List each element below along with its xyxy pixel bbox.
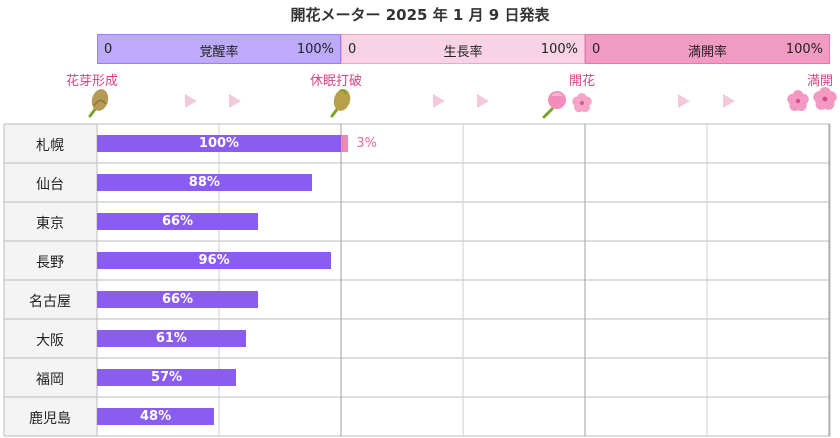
awakening-bar: [97, 291, 259, 308]
awakening-bar-label: 48%: [139, 409, 172, 424]
awakening-bar: [97, 135, 341, 152]
category-label: 大阪: [36, 333, 64, 349]
progress-arrow-icon: [477, 94, 489, 108]
scale-hundred-label: 100%: [296, 42, 334, 57]
scale-segment-bloom: 0 満開率 100%: [585, 34, 830, 64]
awakening-bar-label: 57%: [150, 370, 183, 385]
scale-name-label: 満開率: [687, 45, 727, 60]
scale-name-label: 生長率: [443, 45, 483, 60]
flower-bud-icon: [330, 89, 351, 118]
progress-arrow-icon: [185, 94, 197, 108]
scale-zero-label: 0: [104, 42, 113, 57]
scale-zero-label: 0: [592, 42, 601, 57]
category-label: 福岡: [36, 372, 64, 388]
awakening-bar: [97, 213, 259, 230]
category-label: 東京: [36, 216, 64, 232]
awakening-bar: [97, 174, 312, 191]
awakening-bar-label: 100%: [198, 136, 240, 151]
scale-hundred-label: 100%: [785, 42, 823, 57]
category-label: 札幌: [36, 138, 64, 154]
progress-arrow-icon: [678, 94, 690, 108]
stage-label-bloom: 開花: [569, 74, 596, 89]
scale-name-label: 覚醒率: [199, 45, 239, 60]
awakening-bar: [97, 252, 332, 269]
cherry-blossom-icon: [813, 87, 837, 110]
awakening-bar: [97, 330, 246, 347]
stage-label-dormancy-break: 休眠打破: [310, 74, 363, 89]
category-label: 長野: [36, 255, 64, 271]
chart-title: 開花メーター 2025 年 1 月 9 日発表: [290, 6, 550, 24]
category-label: 仙台: [36, 177, 64, 193]
progress-arrow-icon: [229, 94, 241, 108]
stage-label-full-bloom: 満開: [807, 74, 834, 89]
awakening-bar-label: 61%: [155, 331, 187, 346]
awakening-bar-label: 88%: [188, 175, 220, 190]
awakening-bar: [97, 369, 237, 386]
scale-segment-growth: 0 生長率 100%: [341, 34, 585, 64]
scale-zero-label: 0: [348, 42, 357, 57]
category-label: 鹿児島: [29, 411, 71, 427]
progress-arrow-icon: [723, 94, 735, 108]
stage-label-bud-formation: 花芽形成: [66, 74, 119, 89]
awakening-bar-label: 66%: [161, 214, 194, 229]
cherry-blossom-icon: [572, 93, 592, 113]
awakening-bar-label: 66%: [161, 292, 194, 307]
opening-bud-icon: [542, 91, 566, 119]
awakening-bar-label: 96%: [198, 253, 230, 268]
cherry-blossom-icon: [787, 90, 809, 111]
category-label: 名古屋: [29, 294, 71, 310]
scale-hundred-label: 100%: [540, 42, 578, 57]
growth-bar-label: 3%: [356, 136, 377, 151]
flower-bud-icon: [88, 89, 109, 118]
growth-bar: [341, 135, 349, 152]
awakening-bar: [97, 408, 215, 425]
scale-segment-awakening: 0 覚醒率 100%: [97, 34, 341, 64]
progress-arrow-icon: [433, 94, 445, 108]
